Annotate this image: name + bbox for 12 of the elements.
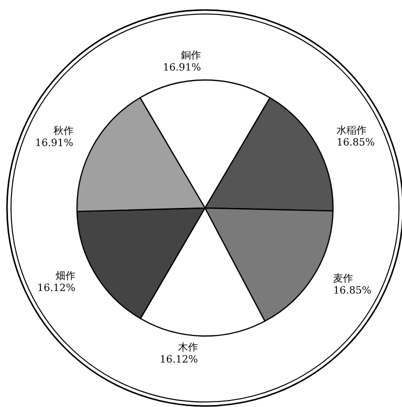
- data-label: 16.12%: [37, 282, 76, 294]
- slice-label: 水稲作: [336, 124, 367, 137]
- slice-label: 木作: [178, 341, 198, 354]
- slice-label: 銅作: [181, 50, 201, 62]
- data-label: 16.85%: [336, 138, 375, 149]
- data-label: 16.91%: [35, 138, 74, 149]
- slice-label: 麦作: [333, 272, 354, 284]
- slice-label: 畑作: [55, 270, 76, 282]
- data-label: 16.12%: [160, 354, 198, 366]
- data-label: 16.85%: [333, 285, 372, 296]
- data-label: 16.91%: [162, 62, 201, 74]
- slice-label: 秋作: [53, 124, 74, 137]
